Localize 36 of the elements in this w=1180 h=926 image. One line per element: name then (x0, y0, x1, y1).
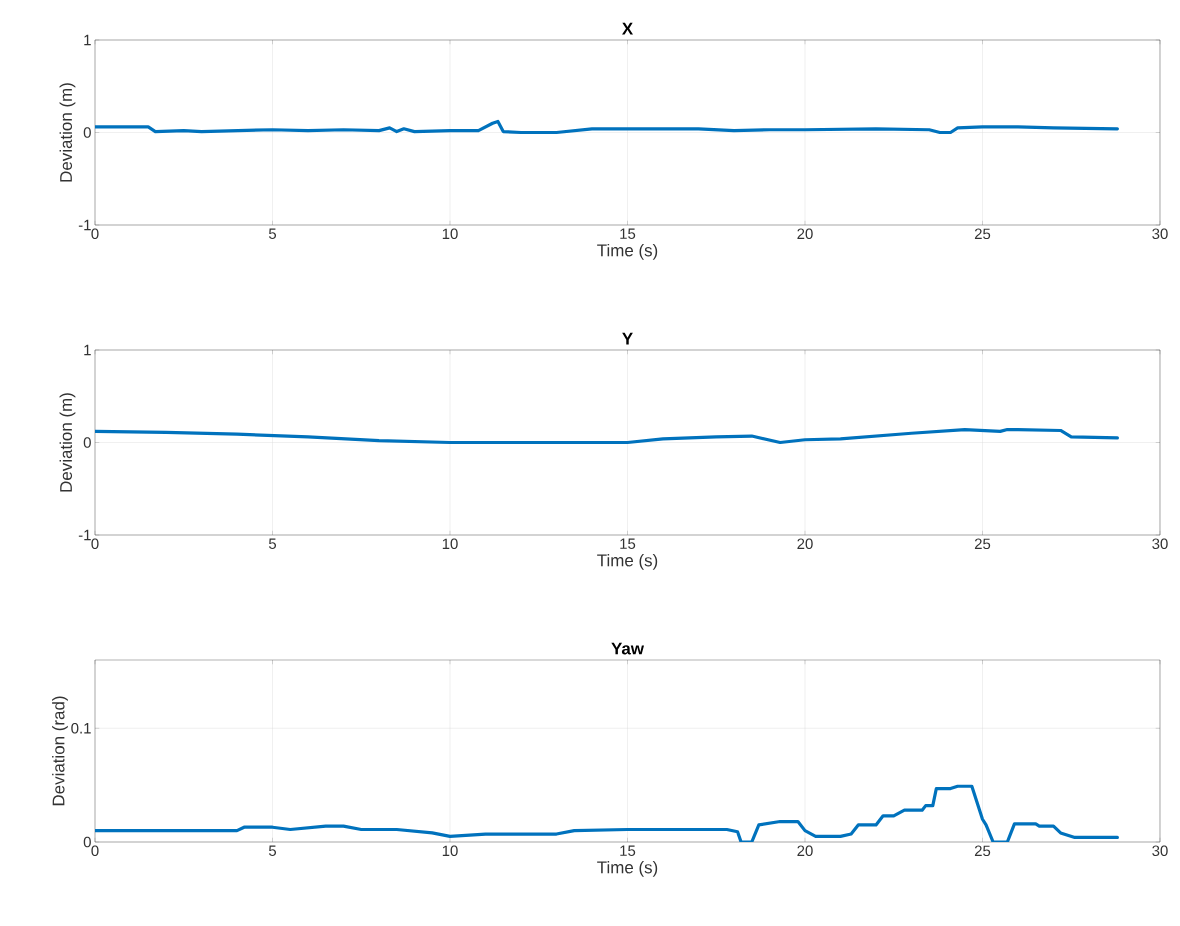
y-axis-title: Deviation (m) (59, 83, 76, 182)
x-tick-label: 15 (620, 845, 636, 856)
y-tick-label: 0 (83, 836, 91, 848)
x-tick-label: 20 (797, 845, 813, 857)
y-tick-label: 0 (83, 437, 91, 448)
x-tick-label: 15 (620, 538, 636, 549)
y-tick-label: -1 (78, 529, 91, 541)
chart-title: Y (622, 332, 633, 345)
x-axis-title: Time (s) (597, 243, 658, 260)
x-tick-label: 5 (268, 228, 277, 239)
chart-title: X (622, 22, 633, 35)
x-tick-label: 20 (797, 538, 813, 550)
x-tick-label: 10 (442, 538, 458, 550)
x-tick-label: 25 (974, 538, 991, 550)
x-tick-label: 30 (1152, 538, 1168, 550)
y-tick-label: 1 (84, 344, 91, 356)
x-axis-title: Time (s) (597, 860, 658, 877)
x-tick-label: 30 (1152, 845, 1168, 857)
x-tick-label: 20 (797, 228, 813, 240)
chart-title: Yaw (611, 642, 644, 655)
y-axis-title: Deviation (rad) (52, 696, 68, 806)
y-axis-title: Deviation (m) (59, 393, 76, 492)
x-tick-label: 5 (268, 538, 277, 549)
x-tick-label: 10 (442, 228, 458, 240)
y-tick-label: 0.1 (71, 722, 91, 734)
x-tick-label: 10 (442, 845, 458, 857)
line-series (95, 784, 1119, 843)
x-axis-title: Time (s) (597, 553, 658, 570)
y-tick-label: -1 (78, 219, 91, 231)
x-tick-label: 5 (268, 845, 277, 856)
x-tick-label: 30 (1152, 228, 1168, 240)
x-tick-label: 25 (974, 228, 991, 240)
y-tick-label: 0 (83, 127, 91, 138)
y-tick-label: 1 (84, 34, 91, 46)
x-tick-label: 25 (974, 845, 991, 857)
x-tick-label: 15 (620, 228, 636, 239)
